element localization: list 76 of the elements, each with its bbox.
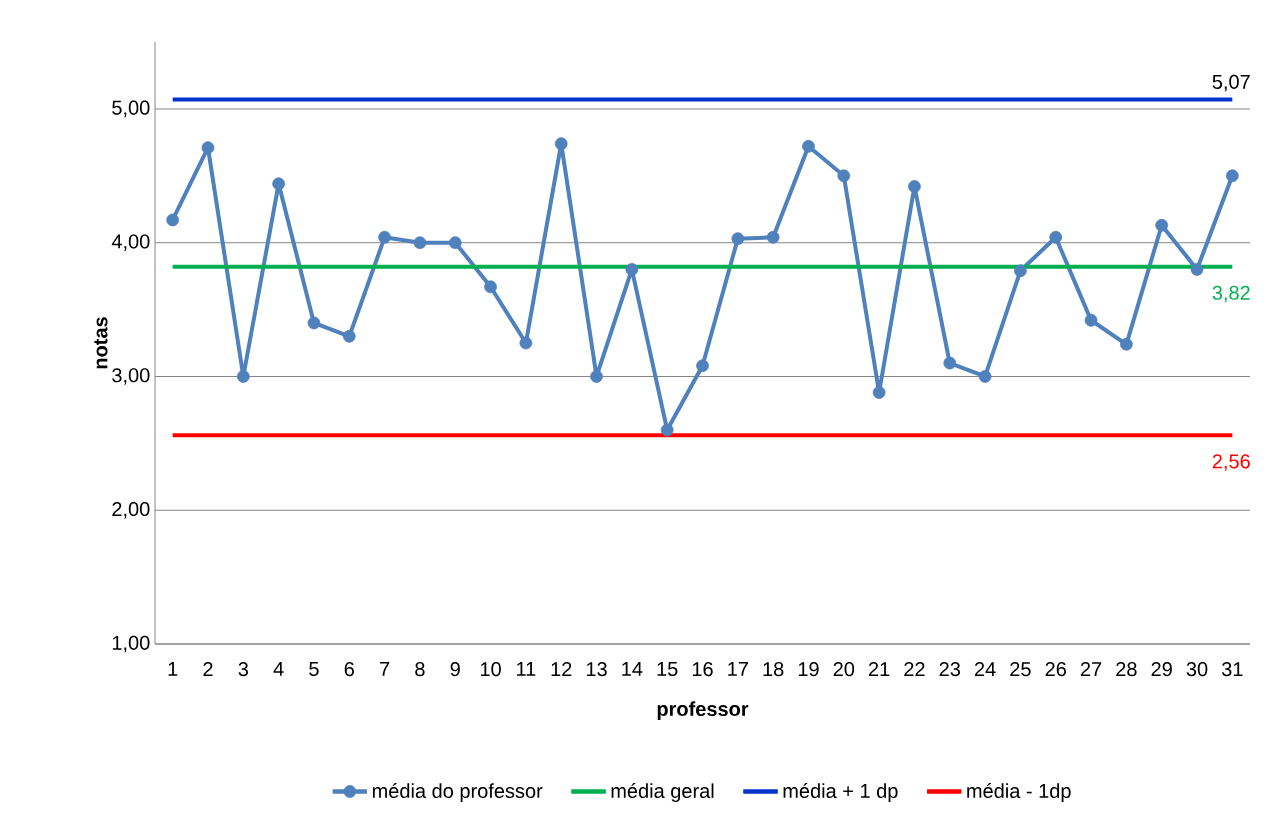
y-tick-label: 2,00 bbox=[112, 501, 150, 519]
point bbox=[837, 169, 851, 183]
x-tick-label: 7 bbox=[380, 662, 390, 676]
x-tick-label: 14 bbox=[622, 662, 643, 676]
x-tick-label: 12 bbox=[551, 662, 572, 676]
point bbox=[378, 230, 391, 244]
x-tick-label: 6 bbox=[344, 662, 354, 677]
y-tick-label: 5,00 bbox=[112, 100, 150, 118]
point bbox=[1226, 169, 1239, 183]
point bbox=[766, 230, 780, 244]
point bbox=[731, 232, 745, 245]
x-tick-label: 29 bbox=[1151, 662, 1172, 677]
x-tick-label: 27 bbox=[1080, 662, 1102, 676]
x-tick-label: 31 bbox=[1221, 662, 1243, 677]
x-tick-label: 28 bbox=[1116, 662, 1137, 677]
legend-label: média + 1 dp bbox=[783, 783, 898, 802]
point bbox=[1190, 263, 1204, 276]
point bbox=[908, 180, 921, 193]
point bbox=[554, 137, 568, 150]
point bbox=[272, 177, 285, 191]
x-tick-label: 9 bbox=[450, 662, 460, 677]
point bbox=[1084, 313, 1098, 327]
point bbox=[1155, 218, 1169, 232]
point bbox=[519, 336, 533, 350]
x-tick-label: 10 bbox=[480, 662, 501, 677]
point bbox=[307, 316, 321, 330]
point bbox=[978, 370, 992, 383]
x-tick-label: 21 bbox=[869, 662, 890, 676]
x-tick-label: 13 bbox=[586, 662, 607, 677]
point bbox=[236, 370, 250, 383]
x-tick-label: 30 bbox=[1186, 662, 1208, 677]
x-tick-label: 22 bbox=[904, 662, 925, 676]
point bbox=[1120, 337, 1133, 351]
legend-label: média do professor bbox=[372, 783, 543, 802]
x-tick-label: 17 bbox=[728, 662, 748, 676]
x-tick-label: 20 bbox=[833, 662, 855, 677]
point bbox=[590, 370, 603, 383]
point bbox=[1014, 264, 1027, 278]
point bbox=[802, 140, 815, 153]
y-tick-label: 1,00 bbox=[112, 635, 150, 653]
x-tick-label: 1 bbox=[168, 662, 178, 676]
point bbox=[413, 236, 427, 249]
x-tick-label: 5 bbox=[309, 662, 319, 676]
x-tick-label: 2 bbox=[203, 662, 213, 676]
x-tick-label: 4 bbox=[273, 662, 284, 676]
data-label: 2,56 bbox=[1212, 454, 1250, 471]
point bbox=[625, 263, 639, 276]
point bbox=[484, 280, 497, 294]
data-label: 3,82 bbox=[1212, 285, 1250, 303]
x-tick-label: 11 bbox=[517, 662, 536, 676]
x-tick-label: 25 bbox=[1010, 662, 1031, 677]
x-axis-title: professor bbox=[657, 701, 749, 720]
x-tick-label: 23 bbox=[939, 662, 960, 677]
y-tick-label: 3,00 bbox=[112, 368, 150, 385]
point bbox=[201, 141, 215, 155]
x-tick-label: 18 bbox=[763, 662, 784, 677]
x-tick-label: 3 bbox=[238, 662, 248, 677]
legend-label: média - 1dp bbox=[967, 783, 1071, 802]
x-tick-label: 8 bbox=[415, 662, 425, 677]
y-axis-title: notas bbox=[94, 317, 108, 369]
point bbox=[872, 386, 886, 399]
y-tick-label: 4,00 bbox=[111, 234, 150, 251]
x-tick-label: 24 bbox=[974, 662, 996, 676]
point bbox=[448, 236, 462, 249]
x-tick-label: 19 bbox=[798, 662, 819, 677]
point bbox=[660, 423, 674, 437]
data-label: 5,07 bbox=[1212, 74, 1250, 92]
point bbox=[166, 213, 180, 227]
x-tick-label: 15 bbox=[657, 662, 678, 676]
legend-label: média geral bbox=[611, 783, 714, 802]
point bbox=[696, 359, 709, 373]
x-tick-label: 26 bbox=[1045, 662, 1066, 677]
point bbox=[342, 329, 356, 343]
point bbox=[1049, 230, 1063, 244]
point bbox=[943, 356, 957, 370]
x-tick-label: 16 bbox=[692, 662, 713, 677]
